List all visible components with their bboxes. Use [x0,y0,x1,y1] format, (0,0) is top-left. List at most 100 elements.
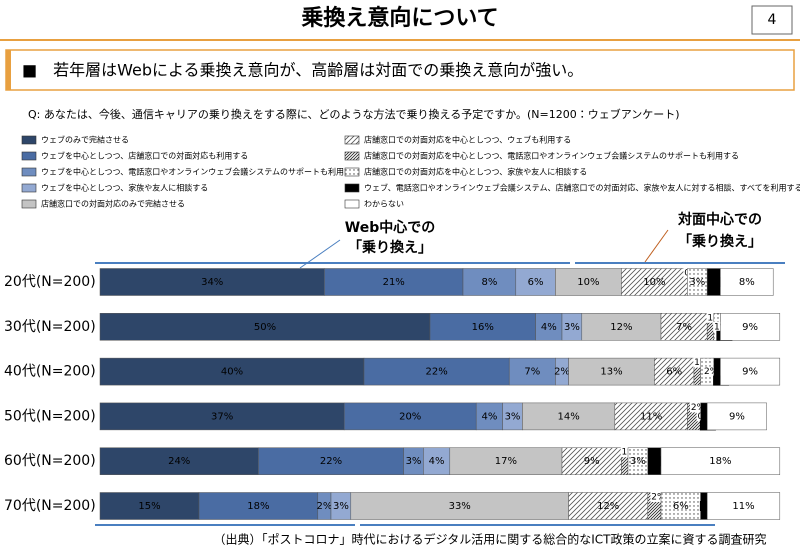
value-label: 2% [651,493,666,503]
bar-segment [660,313,708,341]
value-label: 11% [640,411,662,422]
legend-label: 店舗窓口での対面対応のみで完結させる [41,199,185,209]
category-label: 70代(N=200) [4,498,96,514]
value-label: 12% [610,322,632,333]
label-bg [703,366,720,377]
page-number: 4 [768,12,777,28]
bar-segment [258,447,404,475]
bar-segment [706,402,767,431]
label-bg [690,402,706,413]
value-label: 6% [673,501,689,512]
bar-segment [449,447,563,475]
value-label: 9% [729,411,745,422]
source: （出典）「ポストコロナ」時代におけるデジタル活用に関する総合的なICT政策の立案… [213,532,766,547]
value-label: 4% [481,411,497,422]
bar-segment [720,313,781,341]
bar-segment [508,357,556,386]
value-label: 9% [742,322,758,333]
bar-segment [515,268,556,296]
page-box [751,5,793,35]
bar-segment [198,492,319,520]
bar-segment [99,357,365,386]
value-label: 7% [524,367,540,378]
value-label: 20% [399,411,421,422]
bar-segment [462,268,517,296]
value-label: 21% [383,277,405,288]
bar-segment [720,268,774,296]
annotation: 対面中心での [677,211,762,228]
value-label: 6% [528,277,544,288]
bar-segment [621,268,688,296]
legend-label: 店舗窓口での対面対応を中心としつつ、電話窓口やオンラインウェブ会議システムのサポ… [364,151,739,161]
bar-segment [706,492,781,520]
label-bg [709,277,726,287]
legend-swatch [21,167,37,177]
value-label: 9% [584,456,600,467]
annotation-pointer [644,229,669,263]
bar-segment [324,268,464,296]
category-label: 60代(N=200) [4,453,96,469]
bar-segment [343,402,477,431]
value-label: 4% [541,322,557,333]
value-label: 8% [739,277,755,288]
value-label: 2% [691,403,706,413]
headline-accent [6,50,11,90]
headline: ■ 若年層はWebによる乗換え意向が、高齢層は対面での乗換え意向が強い。 [22,61,583,80]
headline-box [5,49,795,91]
legend-label: ウェブを中心としつつ、電話窓口やオンラインウェブ会議システムのサポートも利用する [41,167,360,177]
category-label: 30代(N=200) [4,319,96,335]
value-label: 24% [168,456,190,467]
value-label: 3% [564,322,580,333]
value-label: 15% [138,501,160,512]
value-label: 22% [425,367,447,378]
value-label: 13% [600,367,622,378]
category-label: 40代(N=200) [4,364,96,380]
legend-swatch [21,183,37,193]
value-label: 7% [676,322,692,333]
legend-swatch [21,135,37,145]
legend-swatch [21,199,37,209]
value-label: 12% [597,501,619,512]
bar-segment [363,357,510,386]
value-label: 18% [247,501,269,512]
value-label: 16% [472,322,494,333]
slide-title: 乗換え意向について [301,5,498,31]
value-label: 10% [577,277,599,288]
value-label: 10% [643,277,665,288]
bar-segment [555,268,622,296]
value-label: 50% [254,322,276,333]
legend-swatch [344,167,360,177]
legend-label: ウェブ、電話窓口やオンラインウェブ会議システム、店舗窓口での対面対応、家族や友人… [364,183,800,193]
legend-swatch [21,151,37,161]
annotation: 「乗り換え」 [348,239,432,256]
value-label: 3% [406,456,422,467]
legend-label: ウェブを中心としつつ、店舗窓口での対面対応も利用する [41,151,248,161]
value-label: 2% [651,457,666,467]
value-label: 2% [704,367,719,377]
value-label: 2% [554,367,570,378]
bar-segment [350,492,569,520]
question: Q: あなたは、今後、通信キャリアの乗り換えをする際に、どのような方法で乗り換え… [28,107,680,121]
bar-segment [660,447,781,475]
legend-swatch [344,183,360,193]
legend-label: 店舗窓口での対面対応を中心としつつ、ウェブも利用する [364,135,571,145]
value-label: 4% [429,456,445,467]
value-label: 2% [711,278,726,288]
label-bg [650,456,667,467]
value-label: 8% [481,277,497,288]
legend-label: わからない [364,200,404,209]
bar-segment [568,357,655,386]
value-label: 3% [689,277,705,288]
bar-segment [423,447,451,475]
legend-swatch [344,151,360,161]
value-label: 14% [557,411,579,422]
value-label: 37% [211,411,233,422]
category-label: 50代(N=200) [4,408,96,424]
value-label: 6% [666,367,682,378]
bar-segment [99,313,431,341]
value-label: 33% [449,501,471,512]
bar-segment [99,492,200,520]
value-label: 3% [505,411,521,422]
label-bg [650,492,667,502]
